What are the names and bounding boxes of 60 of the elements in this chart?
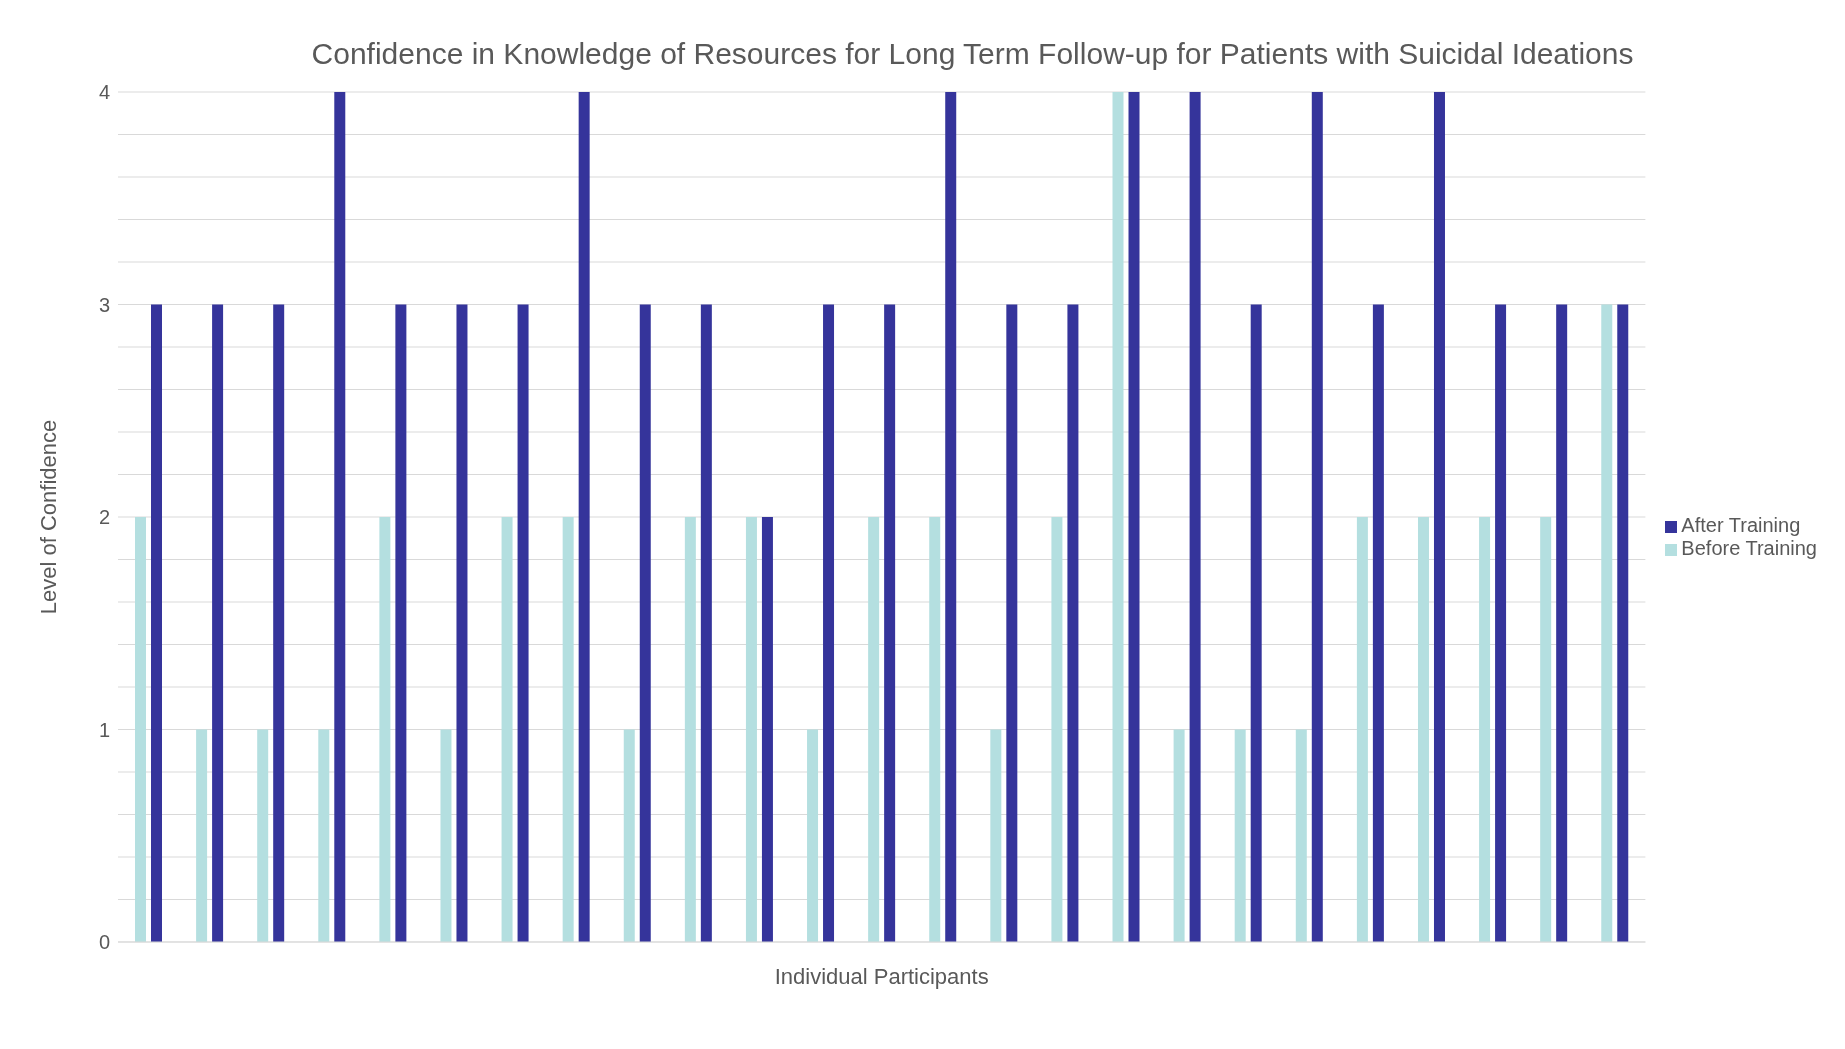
bar — [1250, 304, 1262, 942]
bar — [135, 517, 146, 942]
bar — [1311, 92, 1323, 942]
bar — [1601, 304, 1613, 942]
bar — [196, 729, 208, 942]
y-axis-title: Level of Confidence — [35, 419, 61, 615]
y-tick-label: 4 — [98, 81, 110, 104]
bar — [1617, 304, 1629, 942]
y-tick-label: 2 — [98, 506, 110, 529]
bar — [700, 304, 712, 942]
y-tick-label: 0 — [98, 931, 110, 954]
bar — [1295, 729, 1307, 942]
y-tick-label: 3 — [98, 293, 110, 316]
bar — [151, 304, 162, 942]
bar — [1189, 92, 1201, 942]
bar — [1417, 517, 1429, 942]
legend-label: After Training — [1681, 514, 1801, 536]
bar — [273, 304, 285, 942]
bar — [212, 304, 224, 942]
bar — [1372, 304, 1384, 942]
chart-title: Confidence in Knowledge of Resources for Long Term Follow-up for Patients with Suicidal Ideations — [310, 36, 1635, 72]
bar — [1128, 92, 1140, 942]
bar — [578, 92, 590, 942]
bar — [501, 517, 513, 942]
bar — [379, 517, 391, 942]
y-tick-label: 1 — [98, 718, 110, 741]
bar — [868, 517, 880, 942]
bar — [1433, 92, 1445, 942]
bar — [990, 729, 1002, 942]
bar — [318, 729, 330, 942]
bar — [1051, 517, 1063, 942]
bar — [761, 517, 773, 942]
bar — [1112, 92, 1124, 942]
bar — [823, 304, 835, 942]
bar — [684, 517, 696, 942]
bar — [1006, 304, 1018, 942]
bar — [1495, 304, 1507, 942]
bar — [884, 304, 896, 942]
bar — [257, 729, 269, 942]
bar — [807, 729, 819, 942]
legend-label: Before Training — [1681, 537, 1817, 559]
bar — [517, 304, 529, 942]
bar — [1356, 517, 1368, 942]
bar — [639, 304, 651, 942]
bar — [1479, 517, 1491, 942]
x-axis-title: Individual Participants — [774, 964, 989, 989]
bar — [334, 92, 346, 942]
bar — [1067, 304, 1079, 942]
bar — [929, 517, 941, 942]
bar — [395, 304, 407, 942]
bar — [1540, 517, 1552, 942]
bar — [1556, 304, 1568, 942]
bar — [562, 517, 574, 942]
bar — [456, 304, 468, 942]
bar — [745, 517, 757, 942]
bar — [440, 729, 452, 942]
bar — [623, 729, 635, 942]
bar — [1234, 729, 1246, 942]
bar — [1173, 729, 1185, 942]
bar — [945, 92, 957, 942]
